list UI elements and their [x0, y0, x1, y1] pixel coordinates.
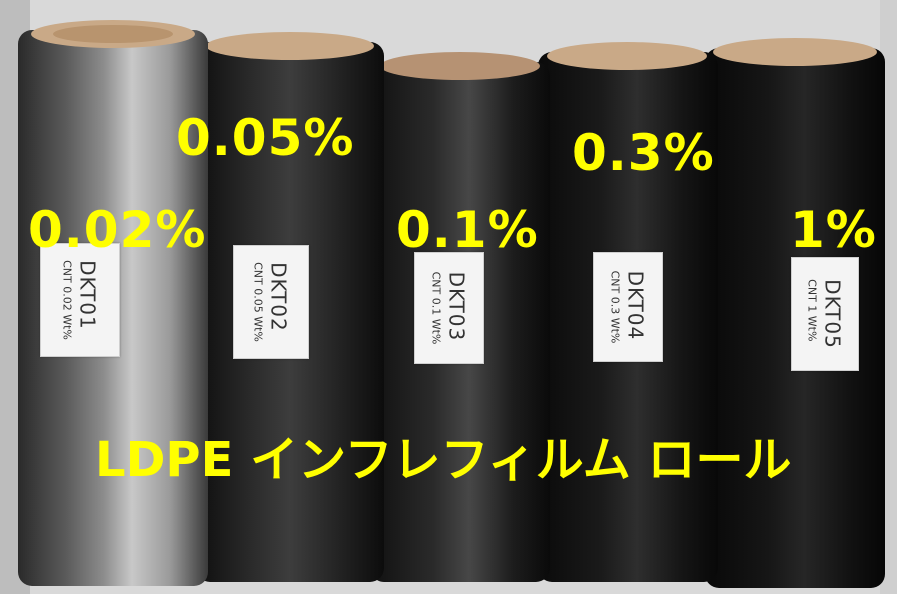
roll-label-5: DKT05 CNT 1 Wt%: [791, 257, 859, 371]
percent-roll-1: 0.02%: [28, 201, 207, 259]
label-desc: CNT 0.02 Wt%: [60, 260, 74, 340]
label-desc: CNT 1 Wt%: [805, 279, 819, 342]
roll-label-4: DKT04 CNT 0.3 Wt%: [593, 252, 663, 362]
roll-label-2: DKT02 CNT 0.05 Wt%: [233, 245, 309, 359]
percent-roll-3: 0.1%: [396, 201, 539, 259]
label-desc: CNT 0.3 Wt%: [608, 270, 622, 344]
percent-roll-4: 0.3%: [572, 124, 715, 182]
label-desc: CNT 0.1 Wt%: [429, 271, 443, 345]
caption-text: LDPE インフレフィルム ロール: [95, 432, 792, 488]
label-code: DKT02: [266, 262, 291, 332]
roll-label-1: DKT01 CNT 0.02 Wt%: [40, 243, 120, 357]
percent-roll-5: 1%: [790, 201, 877, 259]
label-code: DKT04: [623, 270, 648, 341]
label-code: DKT01: [75, 260, 100, 330]
label-desc: CNT 0.05 Wt%: [251, 262, 265, 342]
label-code: DKT05: [820, 279, 845, 349]
percent-roll-2: 0.05%: [176, 109, 355, 167]
roll-label-3: DKT03 CNT 0.1 Wt%: [414, 252, 484, 364]
label-code: DKT03: [444, 271, 469, 342]
